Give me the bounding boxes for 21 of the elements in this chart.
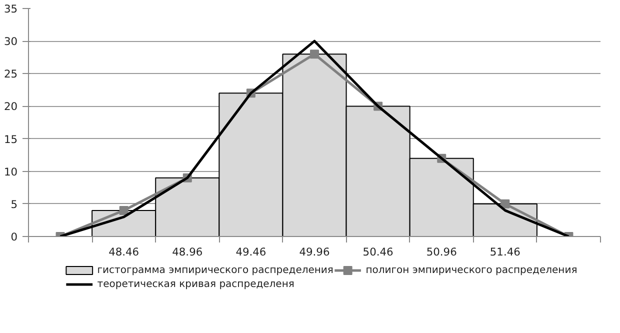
y-tick-label: 0 [10, 230, 18, 244]
y-tick-label: 15 [4, 132, 18, 146]
x-tick-label: 50.46 [362, 246, 394, 258]
legend-label: теоретическая кривая распределеня [97, 279, 294, 290]
x-tick-label: 50.96 [426, 246, 458, 258]
point [500, 199, 510, 208]
x-tick-label: 49.96 [299, 246, 330, 258]
y-tick-label: 10 [4, 165, 18, 178]
x-tick-label: 48.96 [172, 246, 203, 258]
y-tick-label: 5 [10, 198, 18, 211]
y-tick-label: 25 [4, 68, 18, 81]
point [119, 206, 128, 215]
x-tick-label: 48.46 [108, 246, 140, 258]
legend-label: полигон эмпирического распределения [366, 265, 578, 276]
y-tick-label: 30 [4, 35, 18, 48]
y-tick-label: 20 [4, 100, 18, 114]
x-tick-label: 49.46 [236, 246, 266, 258]
y-tick-label: 35 [4, 2, 18, 16]
point [310, 50, 319, 59]
legend-label: гистограмма эмпирического распределения [97, 265, 334, 276]
x-tick-label: 51.46 [490, 246, 521, 258]
